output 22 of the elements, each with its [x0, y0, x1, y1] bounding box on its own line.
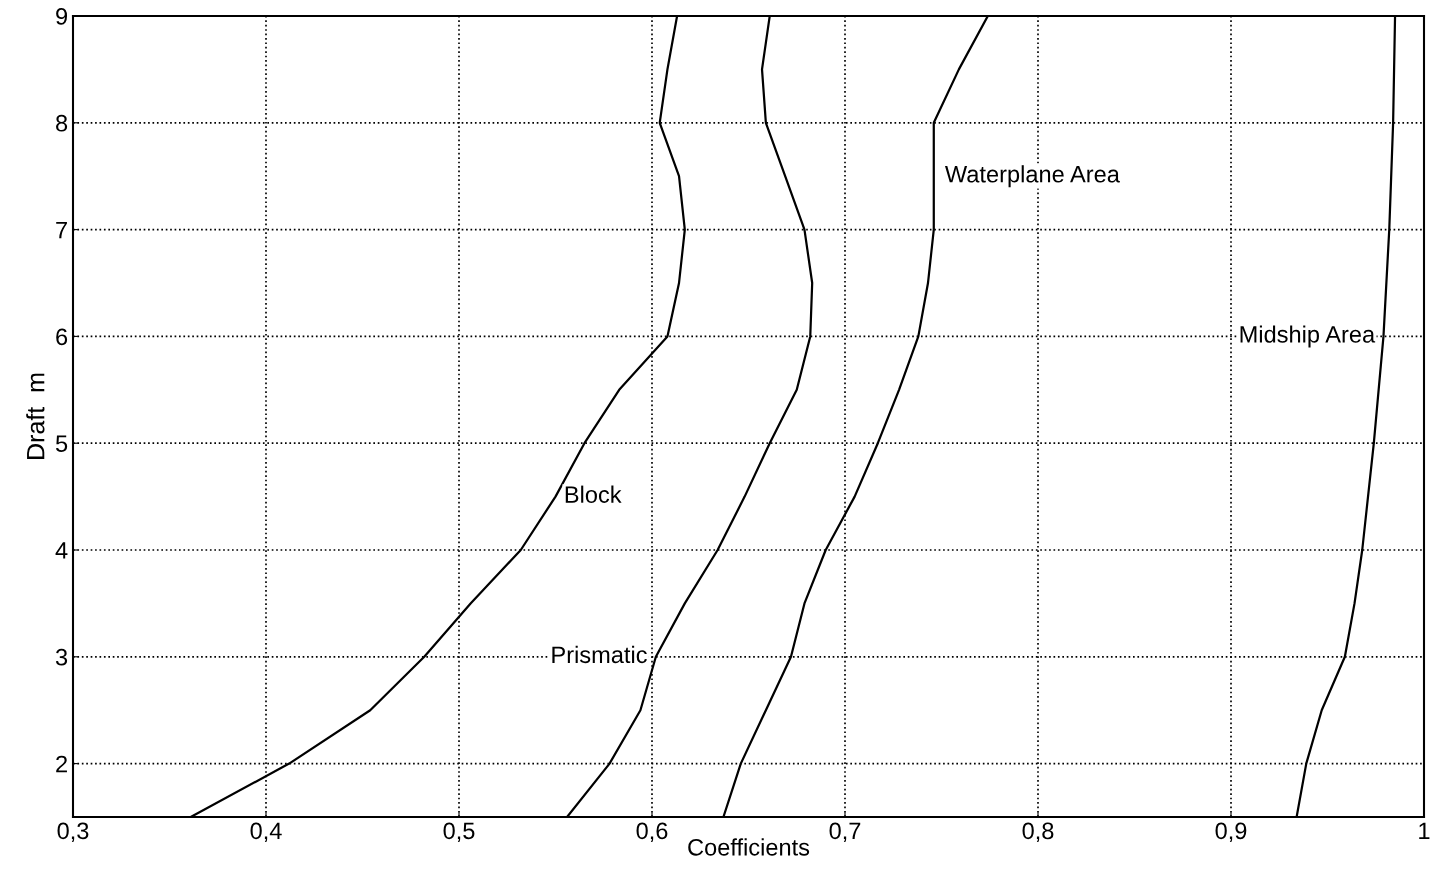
series-label: Block	[565, 485, 622, 503]
y-tick-label: 3	[55, 648, 68, 666]
y-tick-label: 8	[56, 114, 68, 132]
x-tick-label: 0,7	[829, 822, 861, 842]
x-tick-label: 0,6	[636, 822, 668, 842]
y-axis-title: Draft m	[26, 373, 45, 459]
y-tick-label: 5	[55, 435, 68, 452]
x-tick-label: 1	[1419, 822, 1430, 839]
x-tick-label: 0,4	[250, 822, 282, 842]
y-tick-label: 4	[55, 542, 68, 559]
x-axis-title: Coefficients	[688, 838, 810, 856]
series-label: Midship Area	[1240, 325, 1376, 348]
x-tick-label: 0,5	[443, 822, 475, 842]
y-tick-label: 2	[56, 755, 67, 773]
x-tick-label: 0,8	[1022, 822, 1054, 842]
y-tick-label: 6	[56, 328, 68, 346]
y-tick-label: 9	[56, 8, 68, 25]
series-label: Waterplane Area	[944, 165, 1120, 188]
y-tick-label: 7	[56, 221, 67, 239]
x-tick-label: 0,3	[57, 822, 89, 842]
x-tick-label: 0,9	[1215, 822, 1247, 842]
series-label: Prismatic	[552, 645, 647, 664]
